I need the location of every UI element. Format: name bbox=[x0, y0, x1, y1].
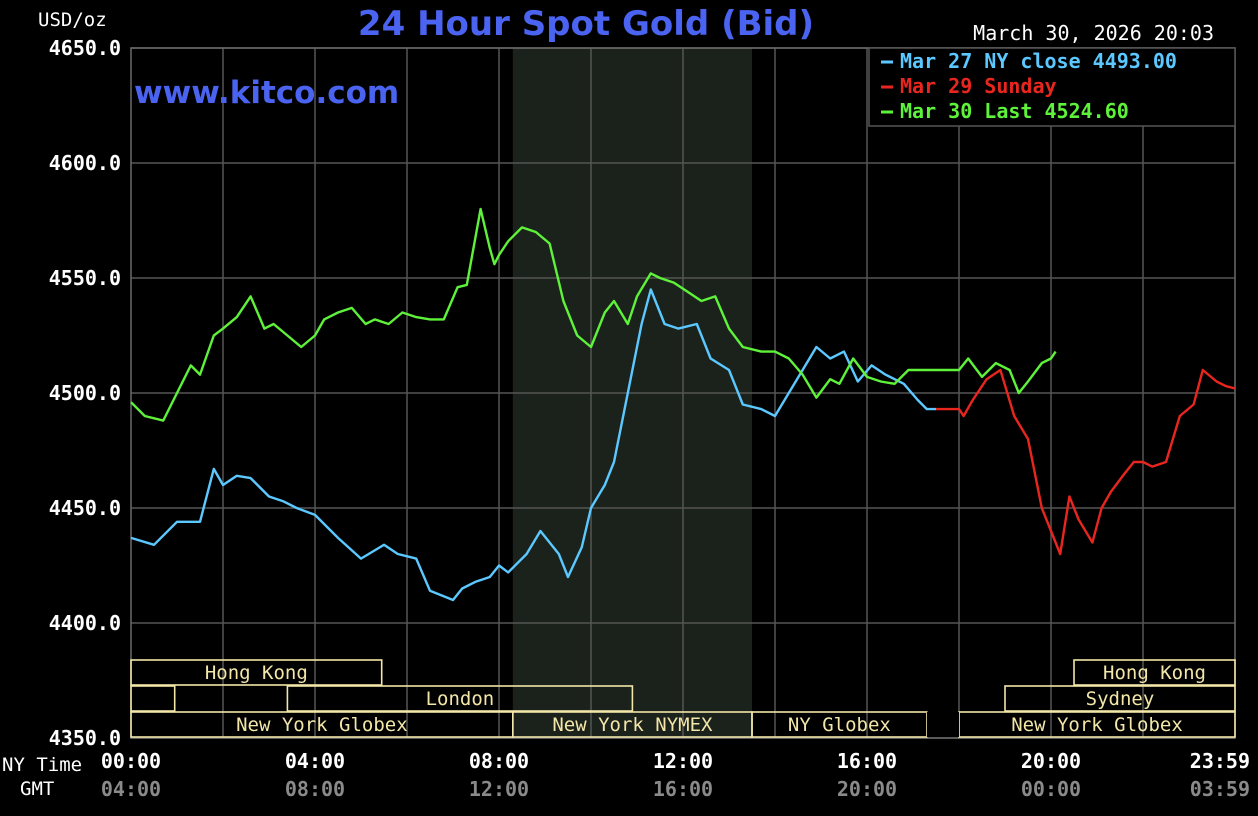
gmt-tick-label: 16:00 bbox=[653, 777, 713, 801]
chart-datetime: March 30, 2026 20:03 bbox=[973, 21, 1214, 45]
x-tick-label: 23:59 bbox=[1190, 749, 1250, 773]
session-bar bbox=[130, 685, 176, 712]
gmt-tick-label: 12:00 bbox=[469, 777, 529, 801]
x-tick-label: 04:00 bbox=[285, 749, 345, 773]
y-tick-label: 4450.0 bbox=[49, 496, 121, 520]
session-bar-label: Hong Kong bbox=[205, 662, 308, 684]
session-bar-label: New York NYMEX bbox=[552, 714, 713, 736]
session-bar-label: London bbox=[426, 688, 495, 710]
session-bar-outline bbox=[130, 685, 176, 712]
session-bar-label: Hong Kong bbox=[1103, 662, 1206, 684]
session-bar: Hong Kong bbox=[1073, 659, 1236, 686]
legend-entry: Mar 29 Sunday bbox=[900, 74, 1057, 98]
gmt-tick-label: 04:00 bbox=[101, 777, 161, 801]
x-tick-label: 20:00 bbox=[1021, 749, 1081, 773]
x-tick-label: 16:00 bbox=[837, 749, 897, 773]
series-line-0 bbox=[130, 288, 936, 602]
x-tick-label: 00:00 bbox=[101, 749, 161, 773]
y-tick-label: 4650.0 bbox=[49, 36, 121, 60]
watermark-url[interactable]: www.kitco.com bbox=[134, 75, 399, 111]
series-line-2 bbox=[130, 207, 1057, 422]
session-bar: London bbox=[286, 685, 634, 712]
session-bar-label: New York Globex bbox=[1011, 714, 1183, 736]
y-tick-label: 4600.0 bbox=[49, 151, 121, 175]
y-tick-label: 4400.0 bbox=[49, 611, 121, 635]
gmt-tick-label: 00:00 bbox=[1021, 777, 1081, 801]
series-line-1 bbox=[936, 368, 1236, 556]
chart-title: 24 Hour Spot Gold (Bid) bbox=[358, 4, 814, 44]
session-gap bbox=[926, 712, 959, 737]
gmt-axis-name: GMT bbox=[20, 778, 54, 800]
x-tick-label: 08:00 bbox=[469, 749, 529, 773]
unit-label: USD/oz bbox=[38, 9, 107, 31]
gmt-tick-label: 03:59 bbox=[1190, 777, 1250, 801]
gmt-tick-label: 20:00 bbox=[837, 777, 897, 801]
session-bar-outline bbox=[1004, 685, 1236, 712]
legend-entry: Mar 27 NY close 4493.00 bbox=[900, 49, 1177, 73]
session-bar-outline bbox=[286, 685, 634, 712]
session-bar-outline bbox=[1073, 659, 1236, 686]
session-bar-label: New York Globex bbox=[236, 714, 408, 736]
session-bar-outline bbox=[130, 659, 383, 686]
x-tick-label: 12:00 bbox=[653, 749, 713, 773]
gmt-tick-label: 08:00 bbox=[285, 777, 345, 801]
session-bar: Hong Kong bbox=[130, 659, 383, 686]
session-bar: Sydney bbox=[1004, 685, 1236, 712]
y-tick-label: 4500.0 bbox=[49, 381, 121, 405]
ny-time-axis-name: NY Time bbox=[2, 754, 82, 776]
session-bar-label: NY Globex bbox=[788, 714, 891, 736]
y-tick-label: 4350.0 bbox=[49, 726, 121, 750]
session-bar-label: Sydney bbox=[1086, 688, 1155, 710]
y-tick-label: 4550.0 bbox=[49, 266, 121, 290]
legend-box bbox=[868, 47, 1236, 127]
legend-entry: Mar 30 Last 4524.60 bbox=[900, 99, 1129, 123]
plot-border bbox=[130, 47, 1236, 739]
